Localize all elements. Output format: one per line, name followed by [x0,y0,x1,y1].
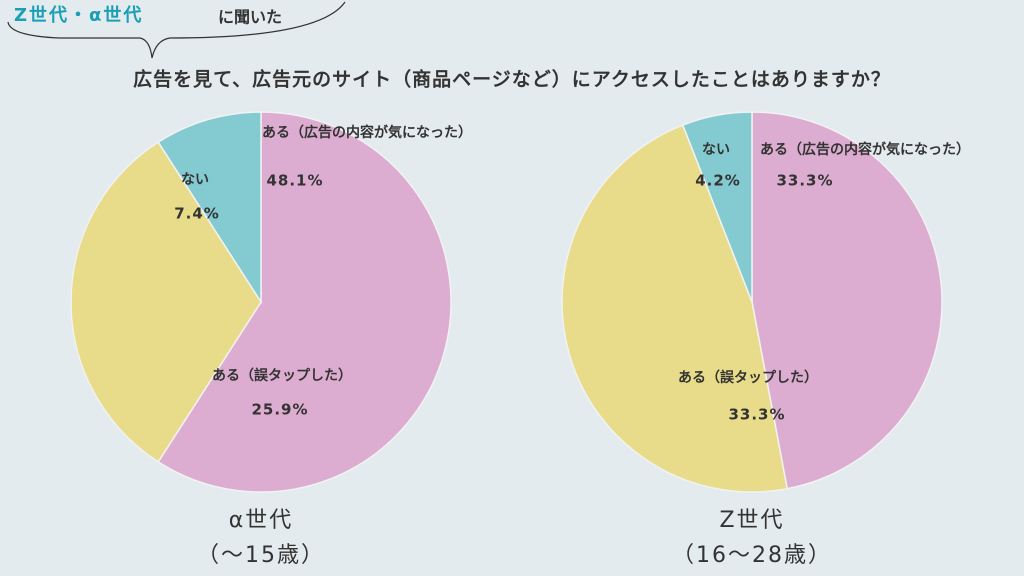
slice-label: ない [702,142,730,158]
pie-slice [157,111,262,305]
slice-label: ある（広告の内容が気になった） [760,141,970,158]
header-tag-suffix: に聞いた [218,8,282,27]
slice-label: ない [181,172,209,188]
slice-value: 7.4% [174,205,220,223]
chart-title: Z世代 [719,508,784,533]
slice-label: ある（誤タップした） [212,367,352,384]
pie-slice [70,141,262,463]
pie-slice [157,111,452,493]
slice-value: 33.3% [728,406,785,424]
question: 広告を見て、広告元のサイト（商品ページなど）にアクセスしたことはありますか？ [133,68,891,91]
pie-slice [681,111,753,303]
slice-value: 33.3% [776,172,833,190]
chart-title: α世代 [229,508,294,533]
slice-label: ある（広告の内容が気になった） [262,124,472,141]
header-tag: Z世代・α世代 [14,5,143,26]
slice-label: ある（誤タップした） [678,369,818,386]
chart-subtitle: （〜15歳） [197,543,325,568]
slice-value: 25.9% [251,401,308,419]
slice-value: 4.2% [695,172,741,190]
pie-slice [751,111,943,490]
slice-value: 48.1% [266,172,323,190]
chart-subtitle: （16〜28歳） [672,543,832,568]
tag-bracket [7,1,346,59]
pie-slice [561,124,789,493]
